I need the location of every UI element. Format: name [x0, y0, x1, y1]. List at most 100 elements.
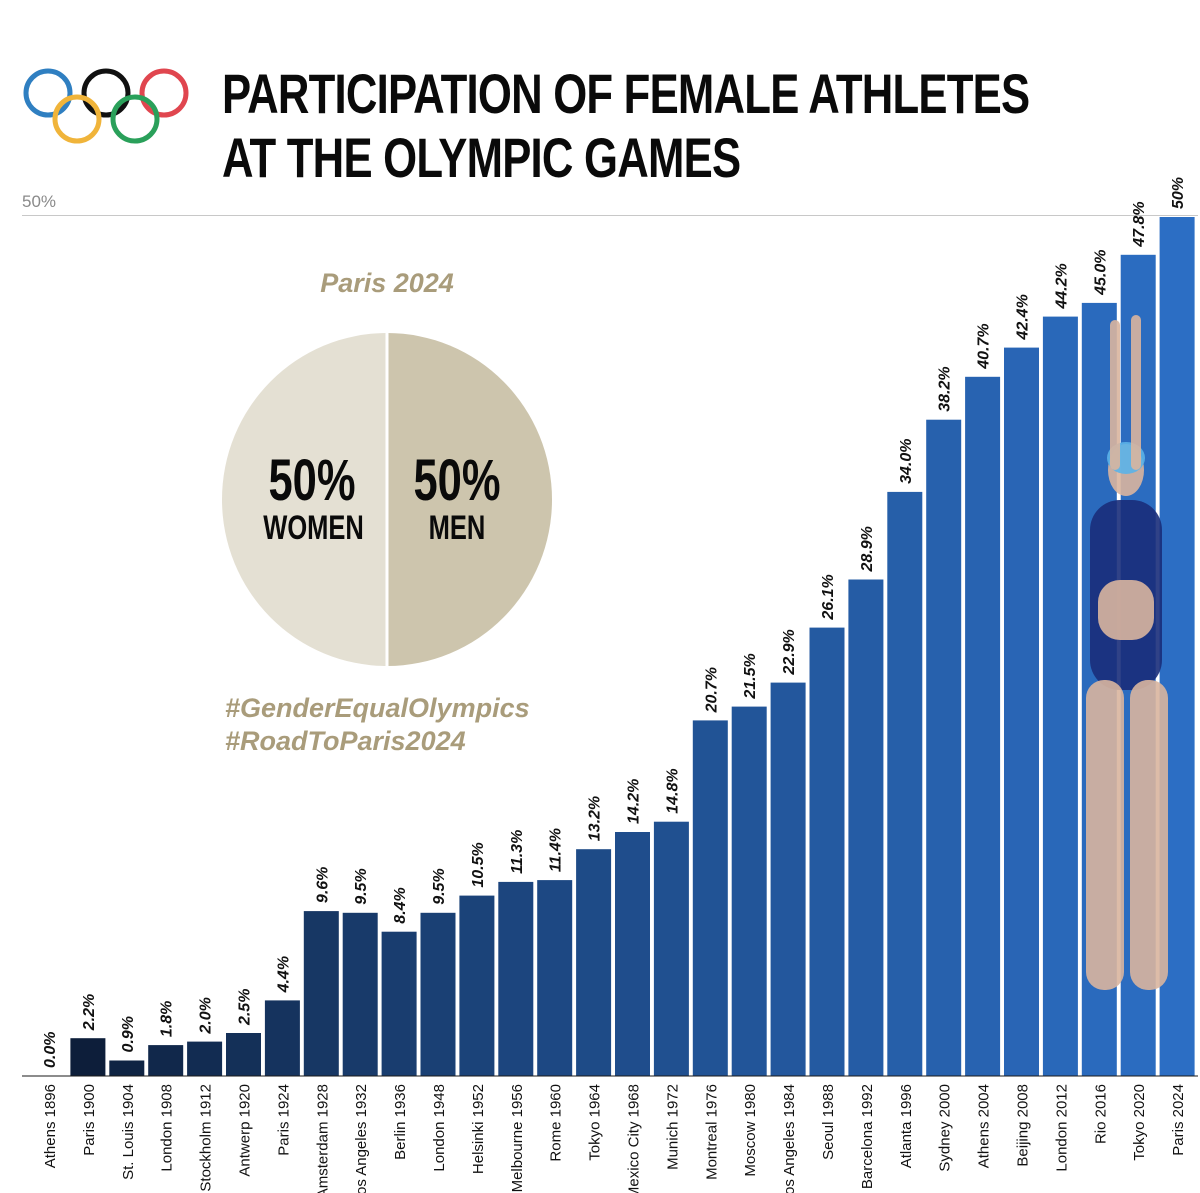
x-tick-label: Rome 1960 [548, 1084, 565, 1162]
data-label: 4.4% [275, 956, 292, 993]
data-label: 9.5% [353, 868, 370, 904]
data-label: 9.5% [431, 868, 448, 904]
bars-layer [22, 217, 1198, 1077]
x-tick-label: Stockholm 1912 [198, 1084, 215, 1192]
men-percent: 50% [413, 448, 501, 513]
x-tick-label: St. Louis 1904 [120, 1084, 137, 1180]
reference-line-label: 50% [22, 192, 57, 211]
ring-blue [23, 68, 73, 118]
reference-line [22, 215, 1198, 216]
bar-barcelona-1992 [848, 579, 884, 1076]
bar-atlanta-1996 [887, 491, 923, 1076]
x-tick-label: Rio 2016 [1092, 1084, 1109, 1144]
bar-antwerp-1920 [226, 1033, 261, 1076]
gender-pie-chart [222, 333, 552, 666]
pie-label-men: 50% MEN [408, 448, 506, 547]
swimmer-figure [1086, 315, 1168, 990]
page-title-line-2: AT THE OLYMPIC GAMES [222, 126, 741, 189]
x-tick-label: Berlin 1936 [392, 1084, 409, 1160]
x-tick-label: Sydney 2000 [937, 1084, 954, 1172]
data-label: 0.0% [42, 1032, 59, 1068]
bar-paris-1924 [264, 1000, 300, 1076]
bar-berlin-1936 [381, 931, 417, 1076]
bar-tokyo-1964 [576, 849, 612, 1076]
data-label: 40.7% [976, 323, 993, 369]
hashtag-2: #RoadToParis2024 [225, 726, 466, 756]
x-tick-label: Amsterdam 1928 [314, 1084, 331, 1193]
data-label: 11.3% [509, 830, 526, 874]
data-label: 50% [1170, 177, 1187, 209]
hashtags: #GenderEqualOlympics #RoadToParis2024 [225, 692, 530, 758]
bar-munich-1972 [653, 821, 689, 1076]
bar-seoul-1988 [809, 627, 845, 1076]
page-title-line-1: PARTICIPATION OF FEMALE ATHLETES [222, 62, 1030, 125]
data-label: 14.8% [664, 768, 681, 813]
x-tick-label: Helsinki 1952 [470, 1084, 487, 1174]
x-tick-label: London 1908 [159, 1084, 176, 1172]
pie-slice-women [222, 333, 387, 666]
x-tick-label: Los Angeles 1984 [781, 1084, 798, 1193]
x-tick-label: London 2012 [1053, 1084, 1070, 1172]
x-tick-label: Antwerp 1920 [237, 1084, 254, 1177]
data-label: 10.5% [470, 842, 487, 887]
data-label: 45.0% [1092, 250, 1109, 296]
data-label: 47.8% [1131, 201, 1148, 247]
x-tick-label: Montreal 1976 [703, 1084, 720, 1180]
labels-layer: 0.0% Athens 1896 2.2% Paris 1900 0.9% St. Lou… [42, 177, 1187, 1193]
x-tick-label: Paris 1900 [81, 1084, 98, 1156]
x-tick-label: Los Angeles 1932 [353, 1084, 370, 1193]
women-percent: 50% [268, 448, 356, 513]
bar-london-1908 [148, 1045, 184, 1076]
bar-london-2012 [1042, 316, 1078, 1077]
swimmer-part [1098, 580, 1154, 640]
x-tick-label: Seoul 1988 [820, 1084, 837, 1160]
bar-melbourne-1956 [498, 881, 534, 1076]
bar-athens-2004 [965, 376, 1001, 1076]
data-label: 42.4% [1015, 294, 1032, 340]
data-label: 13.2% [587, 796, 604, 841]
bar-helsinki-1952 [459, 895, 495, 1076]
data-label: 11.4% [548, 828, 565, 872]
ring-green [110, 94, 160, 144]
x-tick-label: Tokyo 1964 [587, 1084, 604, 1161]
page-title: PARTICIPATION OF FEMALE ATHLETES AT THE … [222, 62, 1030, 190]
swimmer-part [1131, 315, 1141, 470]
data-label: 34.0% [898, 439, 915, 484]
x-tick-label: Beijing 2008 [1015, 1084, 1032, 1167]
pie-slice-men [387, 333, 552, 666]
bar-london-1948 [420, 912, 456, 1076]
olympic-rings-icon [23, 68, 189, 144]
bar-moscow-1980 [731, 706, 767, 1076]
x-tick-label: Tokyo 2020 [1131, 1084, 1148, 1161]
data-label: 2.5% [237, 989, 254, 1026]
data-label: 1.8% [159, 1001, 176, 1037]
bar-rome-1960 [537, 880, 573, 1076]
x-tick-label: Athens 1896 [42, 1084, 59, 1168]
ring-black [81, 68, 131, 118]
swimmer-part [1086, 680, 1124, 990]
bar-st-louis-1904 [109, 1060, 145, 1076]
data-label: 9.6% [314, 867, 331, 903]
x-tick-label: Athens 2004 [976, 1084, 993, 1168]
pie-label-women: 50% WOMEN [263, 448, 364, 547]
data-label: 38.2% [937, 366, 954, 411]
swimmer-part [1130, 680, 1168, 990]
bar-beijing-2008 [1004, 347, 1039, 1077]
men-label: MEN [428, 509, 486, 547]
data-label: 26.1% [820, 574, 837, 620]
x-tick-label: Paris 2024 [1170, 1084, 1187, 1156]
data-label: 20.7% [703, 667, 720, 713]
bar-montreal-1976 [692, 720, 728, 1076]
x-tick-label: London 1948 [431, 1084, 448, 1172]
ring-yellow [52, 94, 102, 144]
bar-mexico-city-1968 [615, 832, 650, 1076]
women-label: WOMEN [263, 509, 364, 547]
bar-paris-1900 [70, 1038, 106, 1076]
x-tick-label: Moscow 1980 [742, 1084, 759, 1177]
data-label: 0.9% [120, 1016, 137, 1052]
bar-los-angeles-1984 [770, 682, 806, 1076]
data-label: 44.2% [1053, 263, 1070, 309]
x-tick-label: Mexico City 1968 [626, 1084, 643, 1193]
data-label: 8.4% [392, 887, 409, 923]
